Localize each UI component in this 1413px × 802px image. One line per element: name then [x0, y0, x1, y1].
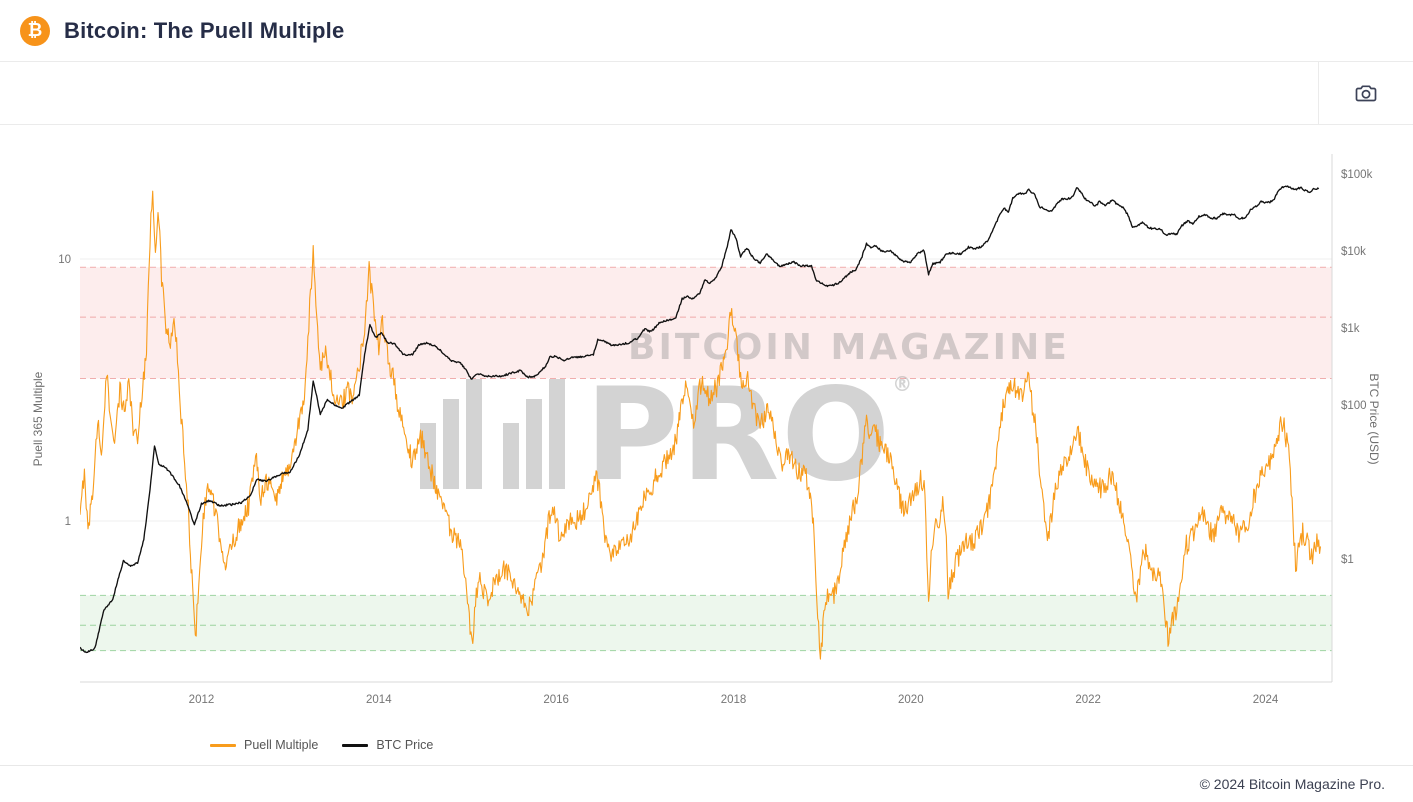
x-tick-label: 2020 — [898, 694, 924, 705]
legend-swatch-puell-multiple — [210, 743, 236, 747]
y-right-tick-label: $100k — [1341, 169, 1373, 181]
bitcoin-logo-icon: ₿ — [20, 15, 50, 46]
download-screenshot-button[interactable] — [1318, 62, 1413, 124]
legend-label-puell-multiple: Puell Multiple — [244, 738, 319, 752]
camera-icon — [1355, 85, 1377, 102]
legend-swatch-btc-price — [342, 743, 369, 747]
page-title: Bitcoin: The Puell Multiple — [64, 17, 345, 43]
y-axis-right-title: BTC Price (USD) — [1367, 373, 1381, 465]
legend-label-btc-price: BTC Price — [376, 738, 434, 752]
titlebar: ₿ Bitcoin: The Puell Multiple — [0, 0, 1413, 62]
chart-area: 10 1 $100k $10k $1k $100 $1 2012 2014 2016 2018 202… — [0, 125, 1413, 705]
x-tick-label: 2014 — [366, 694, 392, 705]
x-tick-label: 2024 — [1253, 694, 1279, 705]
x-tick-label: 2016 — [543, 694, 569, 705]
series-line-puell-multiple — [80, 190, 1322, 660]
chart-series-canvas[interactable] — [0, 125, 1413, 705]
y-right-tick-label: $1k — [1341, 323, 1360, 335]
x-tick-label: 2022 — [1075, 694, 1101, 705]
copyright-text: © 2024 Bitcoin Magazine Pro. — [1199, 776, 1385, 792]
y-left-tick-label: 10 — [58, 254, 71, 266]
y-left-tick-label: 1 — [65, 516, 71, 528]
buy-zone-band — [80, 595, 1332, 651]
x-tick-label: 2012 — [189, 694, 215, 705]
chart-legend: Puell Multiple BTC Price — [210, 737, 1413, 753]
bitcoin-glyph: ₿ — [27, 20, 43, 40]
y-axis-left-title: Puell 365 Multiple — [31, 371, 45, 467]
y-right-tick-label: $100 — [1341, 400, 1367, 412]
y-right-tick-label: $1 — [1341, 554, 1354, 566]
chart-toolbar — [0, 62, 1413, 125]
x-tick-label: 2018 — [721, 694, 747, 705]
chart-background-canvas: 10 1 $100k $10k $1k $100 $1 2012 2014 2016 2018 202… — [58, 154, 1373, 705]
page-footer: © 2024 Bitcoin Magazine Pro. — [0, 765, 1413, 802]
series-line-btc-price — [80, 185, 1320, 654]
legend-item-puell-multiple[interactable]: Puell Multiple — [210, 738, 318, 752]
legend-item-btc-price[interactable]: BTC Price — [342, 738, 433, 752]
sell-zone-band — [80, 267, 1332, 379]
y-right-tick-label: $10k — [1341, 246, 1366, 258]
